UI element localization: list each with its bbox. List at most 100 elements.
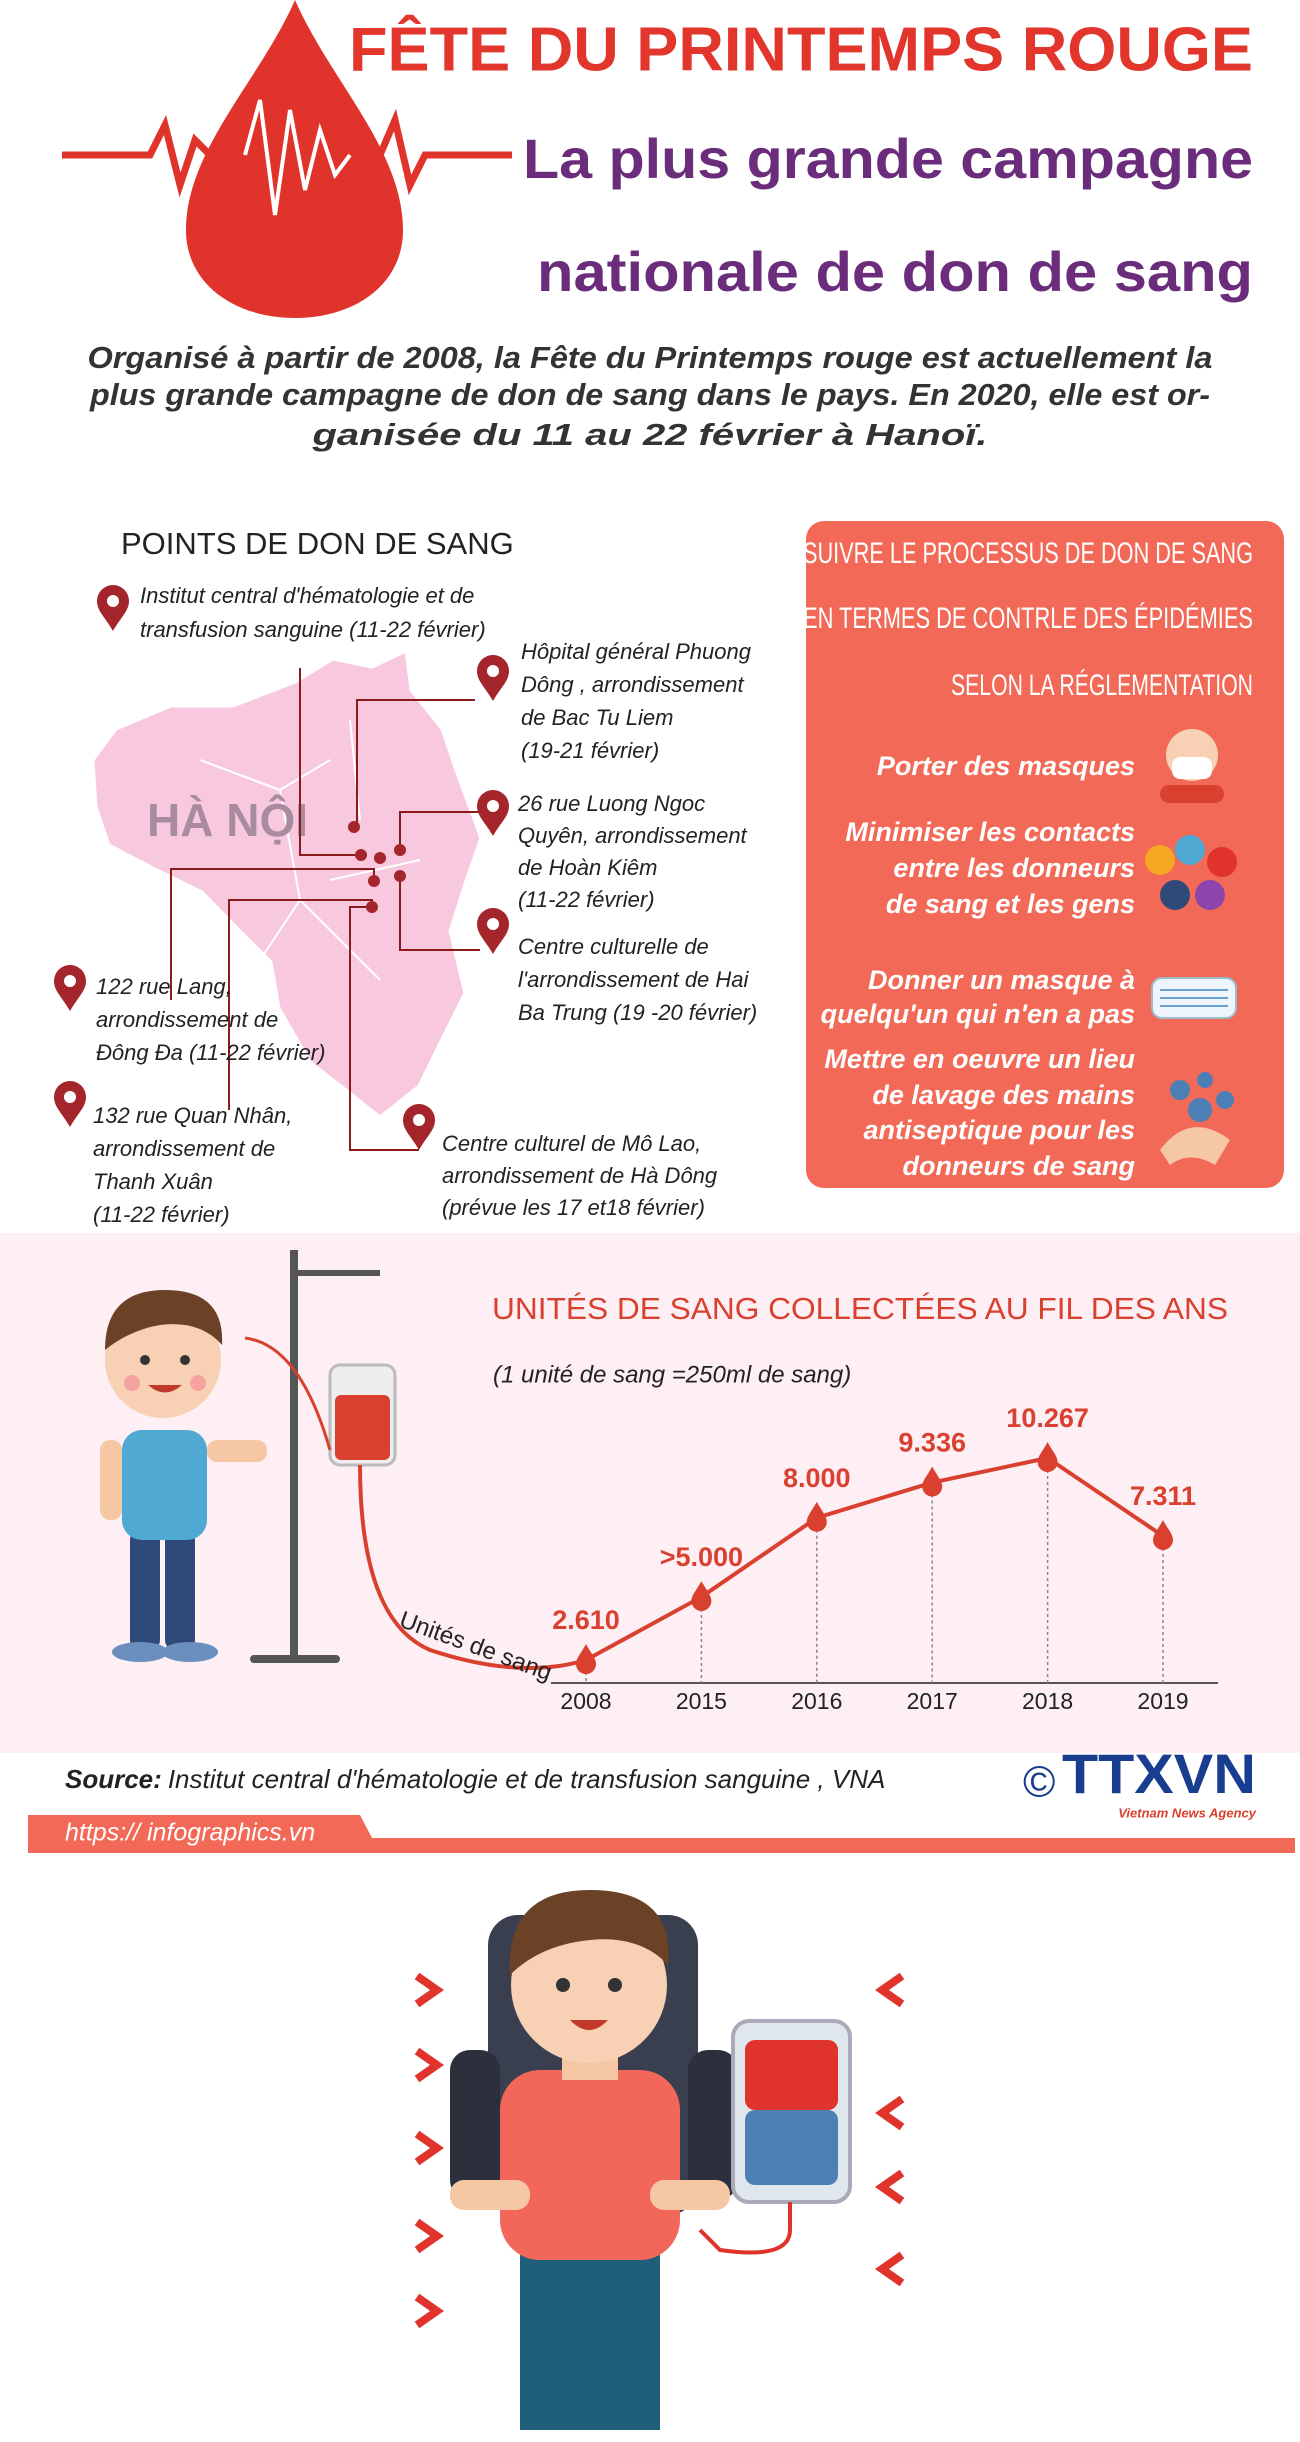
location-text: Hôpital général Phuong — [521, 639, 752, 664]
location-text: (19-21 février) — [521, 738, 659, 763]
pin — [54, 1081, 86, 1127]
map-dot — [368, 875, 380, 887]
connector — [356, 699, 475, 827]
value-label: >5.000 — [660, 1542, 743, 1572]
logo-sub: Vietnam News Agency — [1118, 1805, 1257, 1820]
chart-subtitle: (1 unité de sang =250ml de sang) — [493, 1361, 851, 1388]
pin-hole — [107, 595, 119, 607]
chevron — [414, 2218, 444, 2254]
title: FÊTE DU PRINTEMPS ROUGE — [349, 15, 1253, 84]
pin-hole — [64, 1091, 76, 1103]
location-text: arrondissement de — [93, 1136, 275, 1161]
icon-people — [1160, 880, 1190, 910]
location-text: Đông Đa (11-22 février) — [96, 1040, 325, 1065]
point — [691, 1580, 712, 1611]
x-tick-label: 2016 — [791, 1688, 842, 1714]
chevron — [414, 2293, 444, 2329]
pin-hole — [413, 1114, 425, 1126]
kid-illustration — [100, 1250, 587, 1670]
chevron — [414, 2047, 444, 2083]
pin — [97, 585, 129, 631]
location-text: 26 rue Luong Ngoc — [517, 791, 705, 816]
rules-title: EN TERMES DE CONTRLE DES ÉPIDÉMIES — [803, 602, 1253, 635]
pin — [477, 790, 509, 836]
chevron — [875, 2095, 905, 2131]
chevron — [875, 2169, 905, 2205]
x-tick-label: 2019 — [1137, 1688, 1188, 1714]
point — [1037, 1442, 1058, 1472]
point — [1153, 1519, 1173, 1550]
value-label: 9.336 — [898, 1428, 966, 1458]
rule-item: entre les donneurs — [893, 853, 1135, 883]
rule-item: quelqu'un qui n'en a pas — [821, 999, 1135, 1029]
x-tick-label: 2017 — [907, 1688, 958, 1714]
copyright: © — [1023, 1758, 1055, 1807]
point — [922, 1466, 943, 1497]
connector — [349, 906, 419, 1151]
map-dot — [394, 844, 406, 856]
location-text: (prévue les 17 et18 février) — [442, 1195, 705, 1220]
icon-bubble — [1197, 1072, 1213, 1088]
icon-bubble — [1170, 1080, 1190, 1100]
blood-drop — [186, 0, 403, 318]
chevron — [875, 2251, 905, 2287]
map-dot — [394, 870, 406, 882]
pin — [403, 1104, 435, 1150]
icon-bubble — [1216, 1091, 1234, 1109]
map-dot — [348, 821, 360, 833]
location-text: Centre culturelle de — [518, 934, 709, 959]
pin-hole — [487, 918, 499, 930]
map-label: HÀ NỘI — [147, 794, 308, 846]
location-text: arrondissement de Hà Dông — [442, 1163, 718, 1188]
x-tick-label: 2008 — [560, 1688, 611, 1714]
pin-hole — [487, 665, 499, 677]
map — [91, 648, 483, 1119]
url-band — [28, 1815, 1295, 1853]
location-text: l'arrondissement de Hai — [518, 967, 750, 992]
source: Source: Institut central d'hématologie et… — [65, 1764, 885, 1794]
source-label: Source: — [65, 1764, 162, 1794]
chevron — [414, 1972, 444, 2008]
pin — [477, 655, 509, 701]
connector — [399, 811, 480, 850]
location-text: de Bac Tu Liem — [521, 705, 673, 730]
map-dot — [366, 901, 378, 913]
icon-hands — [1160, 1127, 1230, 1165]
icon-people — [1175, 835, 1205, 865]
icon-bubble — [1188, 1098, 1212, 1122]
location-text: Centre culturel de Mô Lao, — [442, 1131, 701, 1156]
location-text: Thanh Xuân — [93, 1169, 213, 1194]
connector — [399, 876, 480, 951]
pin-hole — [64, 975, 76, 987]
location-text: (11-22 février) — [518, 887, 655, 912]
location-text: Quyên, arrondissement — [518, 823, 748, 848]
location-text: arrondissement de — [96, 1007, 278, 1032]
chart-title: UNITÉS DE SANG COLLECTÉES AU FIL DES ANS — [492, 1291, 1228, 1326]
subtitle: nationale de don de sang — [537, 240, 1253, 303]
location-text: (11-22 février) — [93, 1202, 230, 1227]
location-text: Dông , arrondissement — [521, 672, 744, 697]
intro-line: plus grande campagne de don de sang dans… — [89, 377, 1210, 412]
section-title: POINTS DE DON DE SANG — [121, 526, 514, 561]
location-text: de Hoàn Kiêm — [518, 855, 657, 880]
rule-item: Porter des masques — [877, 751, 1135, 781]
line — [585, 1455, 1165, 1662]
value-label: 8.000 — [783, 1463, 851, 1493]
icon-people — [1207, 847, 1237, 877]
map-dot — [355, 849, 367, 861]
icon-people — [1195, 880, 1225, 910]
location-text: 132 rue Quan Nhân, — [93, 1103, 292, 1128]
intro-line: ganisée du 11 au 22 février à Hanoï. — [311, 417, 987, 452]
heartbeat-inner — [243, 99, 352, 216]
rule-item: Donner un masque à — [868, 965, 1135, 995]
location-text: 122 rue Lang, — [96, 974, 232, 999]
rules-title: SELON LA RÉGLEMENTATION — [951, 669, 1253, 702]
source-text: Institut central d'hématologie et de tra… — [168, 1764, 886, 1794]
x-tick-label: 2015 — [676, 1688, 727, 1714]
rule-item: Minimiser les contacts — [845, 817, 1135, 847]
rule-item: donneurs de sang — [902, 1151, 1135, 1181]
map-dot — [374, 852, 386, 864]
icon-people — [1145, 845, 1175, 875]
value-label: 10.267 — [1006, 1403, 1089, 1433]
